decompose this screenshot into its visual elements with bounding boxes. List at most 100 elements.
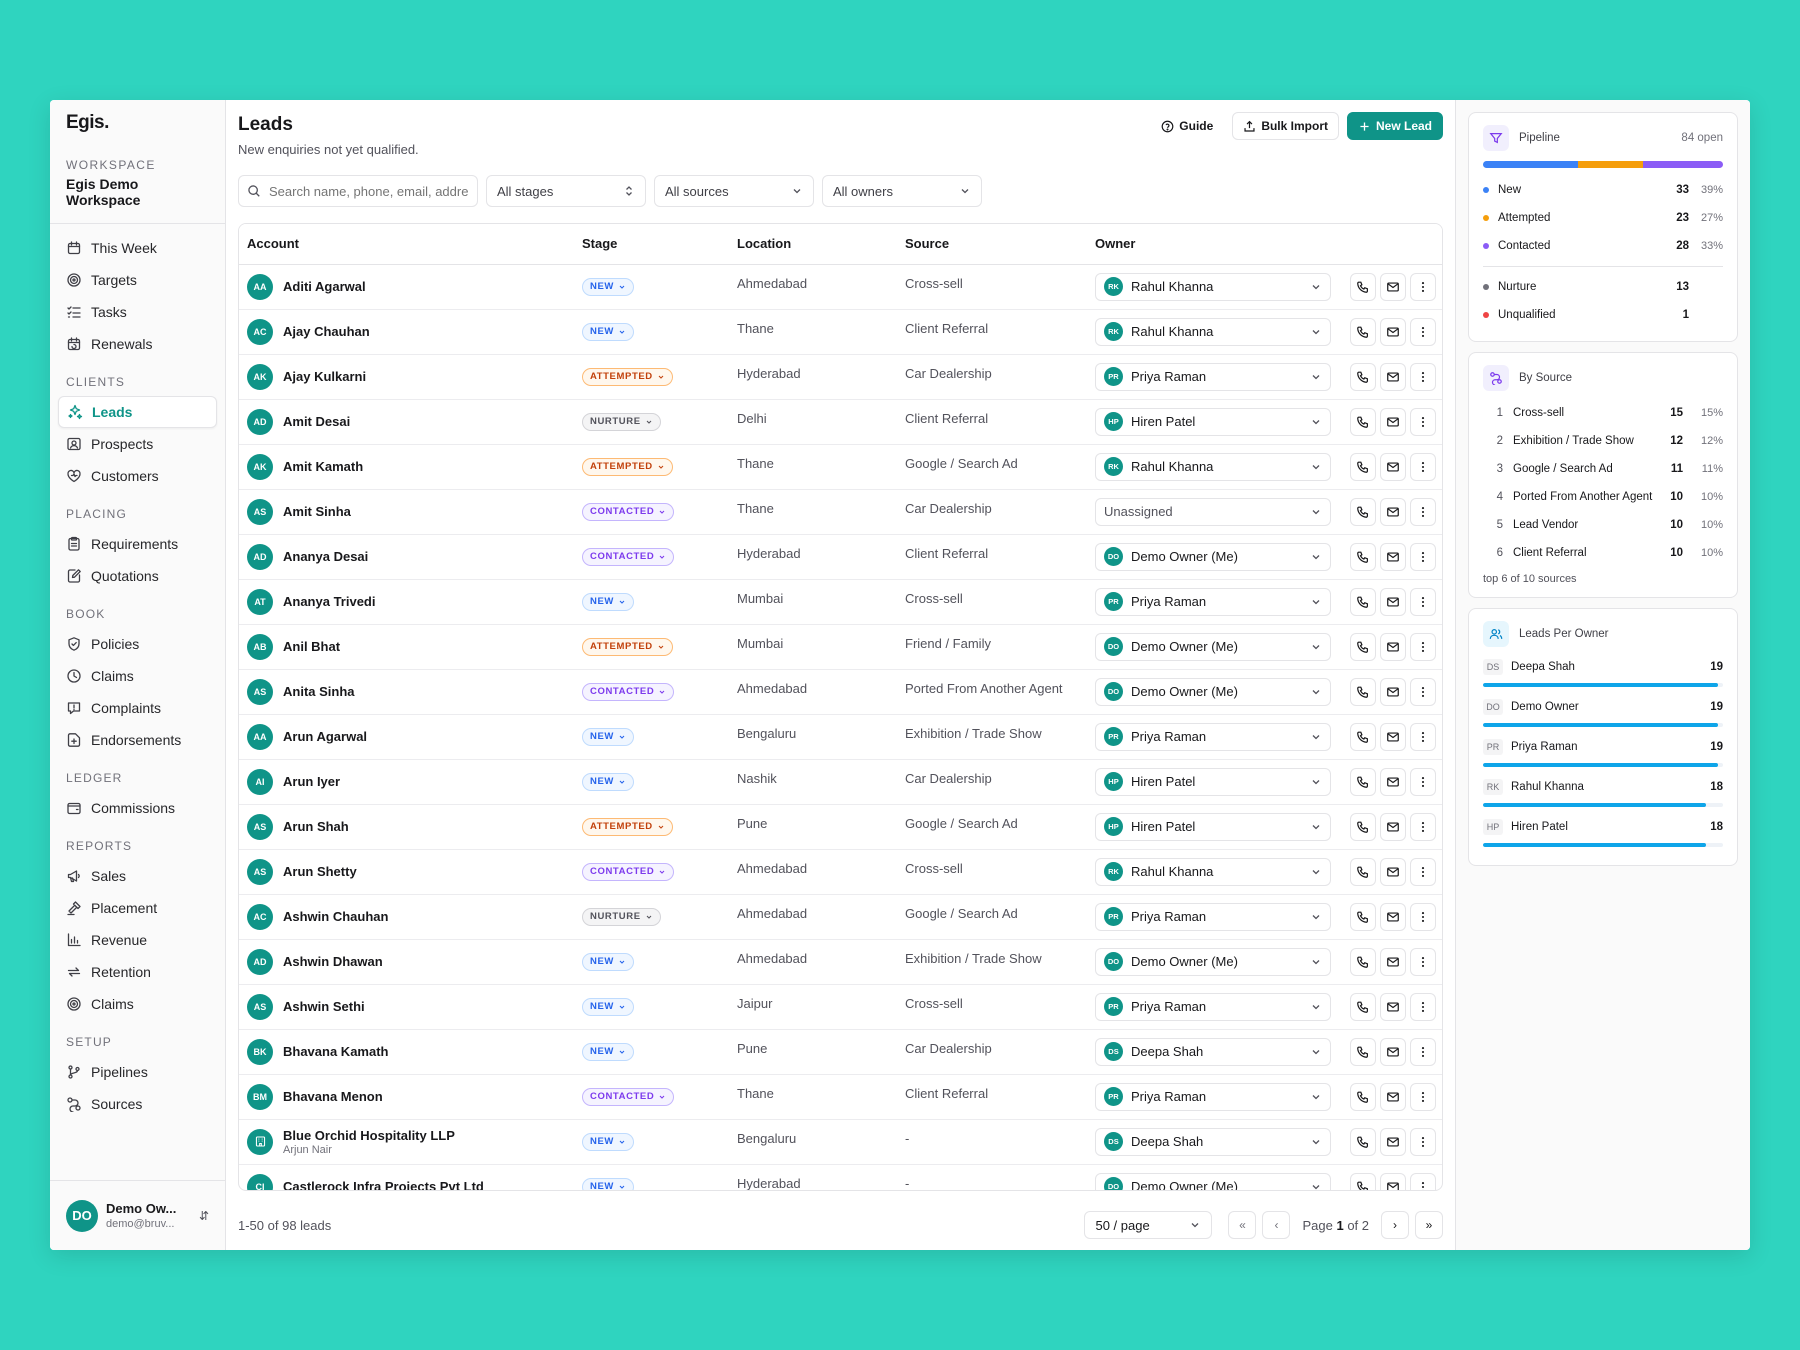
owner-select[interactable]: RK Rahul Khanna bbox=[1095, 857, 1331, 886]
sidebar-item-complaints[interactable]: Complaints bbox=[58, 692, 217, 724]
account-name[interactable]: Amit Kamath bbox=[283, 459, 364, 474]
sidebar-item-targets[interactable]: Targets bbox=[58, 264, 217, 296]
account-name[interactable]: Aditi Agarwal bbox=[283, 279, 366, 294]
stage-badge[interactable]: NEW bbox=[582, 997, 634, 1016]
column-header-stage[interactable]: Stage bbox=[574, 224, 729, 265]
owner-select[interactable]: DS Deepa Shah bbox=[1095, 1037, 1331, 1066]
pipeline-row-nurture[interactable]: Nurture 13 bbox=[1483, 273, 1723, 301]
account-name[interactable]: Ajay Chauhan bbox=[283, 324, 370, 339]
call-button[interactable] bbox=[1350, 362, 1376, 391]
call-button[interactable] bbox=[1350, 947, 1376, 976]
table-row[interactable]: AI Arun Iyer NEW Nashik Car Dealership HP Hire… bbox=[239, 759, 1442, 805]
source-row[interactable]: 2 Exhibition / Trade Show 12 12% bbox=[1483, 427, 1723, 455]
more-options-button[interactable] bbox=[1410, 497, 1436, 526]
source-filter[interactable]: All sources bbox=[654, 175, 814, 207]
stage-badge[interactable]: ATTEMPTED bbox=[582, 457, 673, 476]
sidebar-item-endorsements[interactable]: Endorsements bbox=[58, 724, 217, 756]
email-button[interactable] bbox=[1380, 677, 1406, 706]
stage-badge[interactable]: NURTURE bbox=[582, 412, 661, 431]
table-row[interactable]: AA Aditi Agarwal NEW Ahmedabad Cross-sell RK R… bbox=[239, 264, 1442, 310]
email-button[interactable] bbox=[1380, 587, 1406, 616]
more-options-button[interactable] bbox=[1410, 317, 1436, 346]
call-button[interactable] bbox=[1350, 272, 1376, 301]
call-button[interactable] bbox=[1350, 1037, 1376, 1066]
account-name[interactable]: Anil Bhat bbox=[283, 639, 341, 654]
sidebar-item-pipelines[interactable]: Pipelines bbox=[58, 1056, 217, 1088]
account-name[interactable]: Castlerock Infra Projects Pvt Ltd bbox=[283, 1179, 484, 1191]
sidebar-item-claims[interactable]: Claims bbox=[58, 988, 217, 1020]
email-button[interactable] bbox=[1380, 272, 1406, 301]
call-button[interactable] bbox=[1350, 407, 1376, 436]
account-name[interactable]: Ananya Trivedi bbox=[283, 594, 376, 609]
last-page-button[interactable]: » bbox=[1415, 1211, 1443, 1239]
sidebar-item-placement[interactable]: Placement bbox=[58, 892, 217, 924]
table-row[interactable]: AD Amit Desai NURTURE Delhi Client Referral H… bbox=[239, 399, 1442, 445]
call-button[interactable] bbox=[1350, 542, 1376, 571]
account-name[interactable]: Arun Shah bbox=[283, 819, 349, 834]
more-options-button[interactable] bbox=[1410, 542, 1436, 571]
stage-badge[interactable]: ATTEMPTED bbox=[582, 367, 673, 386]
call-button[interactable] bbox=[1350, 767, 1376, 796]
call-button[interactable] bbox=[1350, 812, 1376, 841]
stage-badge[interactable]: NEW bbox=[582, 952, 634, 971]
sidebar-item-policies[interactable]: Policies bbox=[58, 628, 217, 660]
email-button[interactable] bbox=[1380, 1127, 1406, 1156]
table-row[interactable]: BK Bhavana Kamath NEW Pune Car Dealership DS D… bbox=[239, 1029, 1442, 1075]
table-row[interactable]: AS Arun Shetty CONTACTED Ahmedabad Cross-sel… bbox=[239, 849, 1442, 895]
stage-badge[interactable]: CONTACTED bbox=[582, 862, 675, 881]
table-row[interactable]: AC Ajay Chauhan NEW Thane Client Referral RK R… bbox=[239, 309, 1442, 355]
call-button[interactable] bbox=[1350, 1082, 1376, 1111]
owner-row[interactable]: RK Rahul Khanna 18 bbox=[1483, 767, 1723, 807]
table-row[interactable]: CI Castlerock Infra Projects Pvt Ltd NEW Hy… bbox=[239, 1164, 1442, 1191]
call-button[interactable] bbox=[1350, 1172, 1376, 1190]
table-row[interactable]: AK Ajay Kulkarni ATTEMPTED Hyderabad Car Dea… bbox=[239, 354, 1442, 400]
email-button[interactable] bbox=[1380, 542, 1406, 571]
account-name[interactable]: Ashwin Chauhan bbox=[283, 909, 389, 924]
owner-select[interactable]: PR Priya Raman bbox=[1095, 587, 1331, 616]
owner-select[interactable]: HP Hiren Patel bbox=[1095, 407, 1331, 436]
sidebar-item-sales[interactable]: Sales bbox=[58, 860, 217, 892]
stage-badge[interactable]: NEW bbox=[582, 592, 634, 611]
more-options-button[interactable] bbox=[1410, 1127, 1436, 1156]
more-options-button[interactable] bbox=[1410, 677, 1436, 706]
account-name[interactable]: Bhavana Menon bbox=[283, 1089, 383, 1104]
sidebar-item-commissions[interactable]: Commissions bbox=[58, 792, 217, 824]
owner-row[interactable]: DS Deepa Shah 19 bbox=[1483, 647, 1723, 687]
call-button[interactable] bbox=[1350, 902, 1376, 931]
more-options-button[interactable] bbox=[1410, 992, 1436, 1021]
email-button[interactable] bbox=[1380, 497, 1406, 526]
source-row[interactable]: 1 Cross-sell 15 15% bbox=[1483, 399, 1723, 427]
owner-select[interactable]: PR Priya Raman bbox=[1095, 1082, 1331, 1111]
owner-filter[interactable]: All owners bbox=[822, 175, 982, 207]
owner-select[interactable]: RK Rahul Khanna bbox=[1095, 317, 1331, 346]
sidebar-item-customers[interactable]: Customers bbox=[58, 460, 217, 492]
owner-select[interactable]: HP Hiren Patel bbox=[1095, 767, 1331, 796]
call-button[interactable] bbox=[1350, 1127, 1376, 1156]
source-row[interactable]: 5 Lead Vendor 10 10% bbox=[1483, 511, 1723, 539]
call-button[interactable] bbox=[1350, 317, 1376, 346]
table-row[interactable]: AT Ananya Trivedi NEW Mumbai Cross-sell PR Pri… bbox=[239, 579, 1442, 625]
table-row[interactable]: AS Ashwin Sethi NEW Jaipur Cross-sell PR Priya… bbox=[239, 984, 1442, 1030]
owner-select[interactable]: PR Priya Raman bbox=[1095, 362, 1331, 391]
sidebar-item-sources[interactable]: Sources bbox=[58, 1088, 217, 1120]
account-name[interactable]: Anita Sinha bbox=[283, 684, 355, 699]
email-button[interactable] bbox=[1380, 1082, 1406, 1111]
more-options-button[interactable] bbox=[1410, 1082, 1436, 1111]
table-row[interactable]: AC Ashwin Chauhan NURTURE Ahmedabad Google /… bbox=[239, 894, 1442, 940]
account-name[interactable]: Ajay Kulkarni bbox=[283, 369, 367, 384]
table-row[interactable]: AS Anita Sinha CONTACTED Ahmedabad Ported Fr… bbox=[239, 669, 1442, 715]
search-input[interactable] bbox=[269, 183, 469, 199]
owner-select[interactable]: DO Demo Owner (Me) bbox=[1095, 632, 1331, 661]
call-button[interactable] bbox=[1350, 587, 1376, 616]
pipeline-row-contacted[interactable]: Contacted 28 33% bbox=[1483, 232, 1723, 260]
stage-badge[interactable]: CONTACTED bbox=[582, 1087, 675, 1106]
column-header-account[interactable]: Account bbox=[239, 224, 574, 265]
next-page-button[interactable]: › bbox=[1381, 1211, 1409, 1239]
owner-select[interactable]: PR Priya Raman bbox=[1095, 902, 1331, 931]
stage-badge[interactable]: ATTEMPTED bbox=[582, 637, 673, 656]
owner-select[interactable]: DO Demo Owner (Me) bbox=[1095, 677, 1331, 706]
owner-select[interactable]: RK Rahul Khanna bbox=[1095, 272, 1331, 301]
more-options-button[interactable] bbox=[1410, 407, 1436, 436]
email-button[interactable] bbox=[1380, 632, 1406, 661]
sidebar-item-claims[interactable]: Claims bbox=[58, 660, 217, 692]
